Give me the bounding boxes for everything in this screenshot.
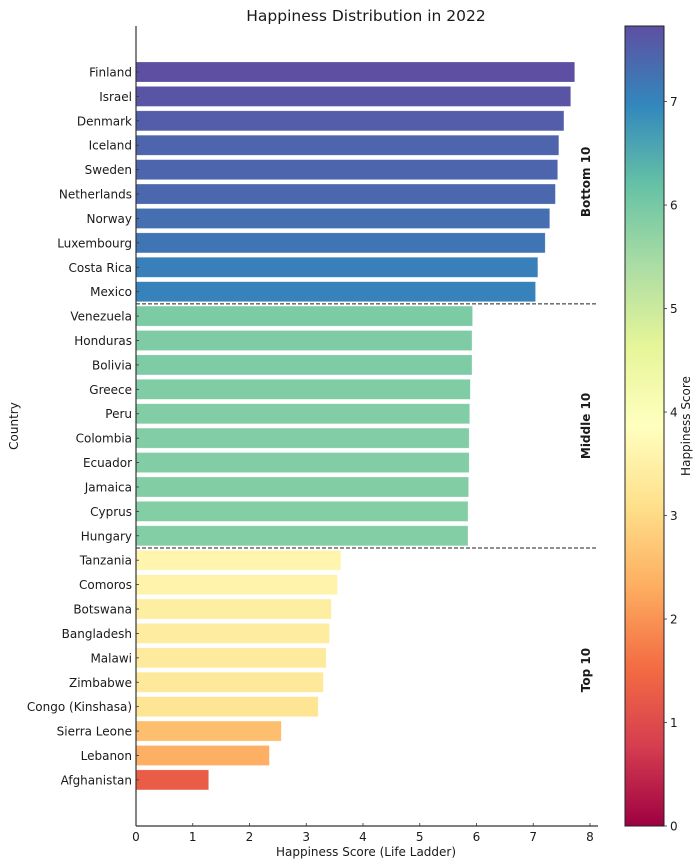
bar-bangladesh — [135, 623, 330, 644]
x-tick-label: 7 — [529, 830, 537, 844]
bar-netherlands — [135, 183, 556, 205]
bar-cyprus — [135, 501, 469, 522]
x-axis-label: Happiness Score (Life Ladder) — [276, 845, 456, 859]
bar-israel — [135, 86, 572, 107]
bar-finland — [135, 61, 575, 83]
bar-congo-kinshasa — [135, 696, 319, 717]
x-tick-label: 3 — [302, 830, 310, 844]
bar-jamaica — [135, 476, 469, 498]
x-tick-label: 5 — [416, 830, 424, 844]
y-tick-label: Malawi — [90, 651, 132, 665]
y-tick-label: Botswana — [73, 603, 132, 617]
colorbar-tick-label: 6 — [670, 199, 678, 213]
y-tick-label: Lebanon — [81, 749, 132, 763]
y-tick-label: Sierra Leone — [57, 725, 132, 739]
y-tick-label: Finland — [89, 66, 132, 80]
y-tick-label: Mexico — [90, 285, 132, 299]
bar-malawi — [135, 647, 327, 669]
bar-colombia — [135, 427, 470, 449]
colorbar-ticks: 0 1 2 3 4 5 6 7 — [664, 95, 678, 834]
colorbar-tick-label: 5 — [670, 302, 678, 316]
bar-venezuela — [135, 305, 473, 327]
group-label: Middle 10 — [579, 393, 593, 459]
y-tick-label: Zimbabwe — [69, 676, 132, 690]
bar-norway — [135, 208, 551, 229]
y-tick-label: Comoros — [79, 578, 132, 592]
bar-hungary — [135, 525, 469, 547]
colorbar-label: Happiness Score — [679, 376, 693, 476]
group-labels: Bottom 10 Middle 10 Top 10 — [579, 147, 593, 693]
y-tick-label: Honduras — [74, 334, 132, 348]
bar-botswana — [135, 598, 332, 620]
y-tick-label: Luxembourg — [57, 236, 132, 250]
y-tick-label: Iceland — [89, 139, 132, 153]
y-tick-label: Greece — [89, 383, 132, 397]
y-axis-label: Country — [7, 402, 21, 450]
x-tick-label: 6 — [473, 830, 481, 844]
y-tick-label: Peru — [105, 407, 132, 421]
x-tick-label: 2 — [246, 830, 254, 844]
bar-sweden — [135, 159, 558, 180]
y-tick-label: Denmark — [77, 114, 132, 128]
bar-iceland — [135, 134, 560, 156]
y-tick-label: Jamaica — [84, 480, 132, 494]
group-separators — [136, 303, 598, 549]
x-tick-label: 4 — [359, 830, 367, 844]
colorbar-tick-label: 7 — [670, 95, 678, 109]
x-tick-label: 1 — [189, 830, 197, 844]
y-tick-label: Ecuador — [83, 456, 132, 470]
colorbar-tick-label: 3 — [670, 509, 678, 523]
y-tick-labels: Finland Israel Denmark Iceland Sweden Netherl… — [27, 66, 139, 787]
y-tick-label: Sweden — [85, 163, 132, 177]
bar-bolivia — [135, 354, 473, 376]
colorbar-tick-label: 2 — [670, 613, 678, 627]
bar-lebanon — [135, 745, 270, 766]
bar-peru — [135, 403, 470, 425]
y-tick-label: Colombia — [76, 432, 132, 446]
y-tick-label: Cyprus — [90, 505, 132, 519]
bar-honduras — [135, 330, 473, 351]
group-label: Top 10 — [579, 648, 593, 692]
y-tick-label: Hungary — [81, 529, 132, 543]
bar-sierra-leone — [135, 720, 282, 742]
group-label: Bottom 10 — [579, 147, 593, 218]
y-tick-label: Netherlands — [59, 188, 132, 202]
bar-mexico — [135, 281, 536, 302]
bar-greece — [135, 379, 471, 400]
x-tick-label: 8 — [586, 830, 594, 844]
chart-title: Happiness Distribution in 2022 — [246, 7, 485, 25]
y-tick-label: Israel — [99, 90, 132, 104]
colorbar-tick-label: 1 — [670, 716, 678, 730]
bar-zimbabwe — [135, 671, 324, 693]
y-tick-label: Norway — [86, 212, 132, 226]
colorbar-gradient — [624, 25, 665, 827]
y-tick-label: Costa Rica — [69, 261, 132, 275]
y-tick-label: Bolivia — [92, 358, 132, 372]
bar-comoros — [135, 574, 338, 595]
y-tick-label: Venezuela — [70, 310, 132, 324]
y-tick-label: Congo (Kinshasa) — [27, 700, 132, 714]
y-tick-label: Bangladesh — [62, 627, 132, 641]
bar-tanzania — [135, 549, 342, 571]
bar-luxembourg — [135, 232, 546, 254]
bar-denmark — [135, 110, 565, 132]
colorbar-tick-label: 4 — [670, 406, 678, 420]
colorbar: 0 1 2 3 4 5 6 7 Happiness Score — [624, 25, 693, 834]
bars-group — [135, 61, 575, 791]
x-tick-label: 0 — [132, 830, 140, 844]
y-tick-label: Tanzania — [79, 554, 132, 568]
colorbar-tick-label: 0 — [670, 820, 678, 834]
x-axis: 0 1 2 3 4 5 6 7 8 — [132, 26, 598, 844]
bar-costa-rica — [135, 256, 539, 278]
bar-ecuador — [135, 452, 470, 473]
y-tick-label: Afghanistan — [61, 773, 132, 787]
bar-afghanistan — [135, 769, 209, 791]
